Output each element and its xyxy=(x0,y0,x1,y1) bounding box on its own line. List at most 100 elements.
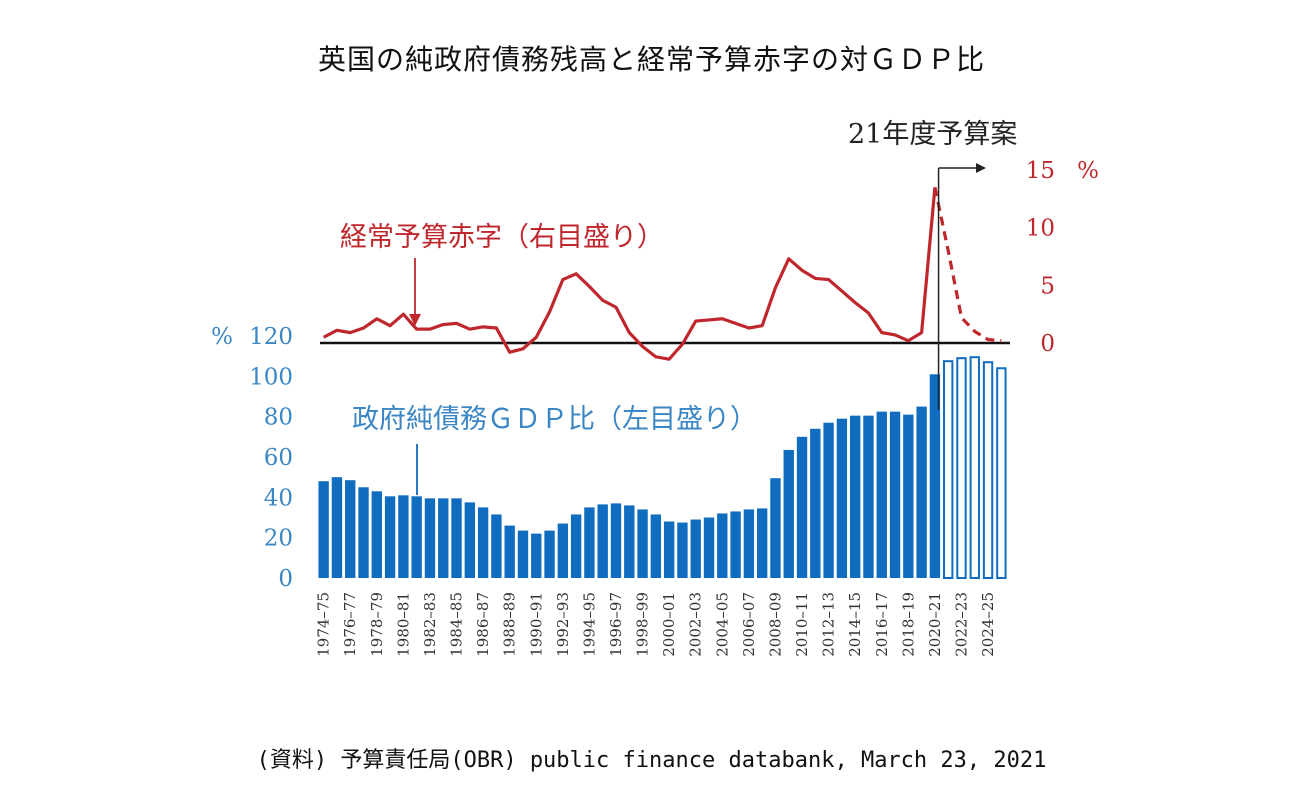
debt-bar-forecast xyxy=(996,367,1007,579)
debt-bar xyxy=(491,514,502,578)
debt-bar xyxy=(504,525,515,578)
debt-bar xyxy=(398,495,409,578)
debt-bars xyxy=(318,356,1007,580)
debt-bar xyxy=(584,507,595,578)
category-tick-label: 1974–75 xyxy=(315,592,333,657)
category-tick-label: 2012–13 xyxy=(820,592,838,657)
debt-bar xyxy=(650,514,662,578)
debt-bar xyxy=(903,414,914,578)
debt-bar xyxy=(836,418,848,578)
debt-bar xyxy=(756,508,768,578)
right-tick-label: 0 xyxy=(1040,331,1055,357)
debt-series-label: 政府純債務ＧＤＰ比（左目盛り） xyxy=(352,404,757,435)
debt-bar xyxy=(663,521,675,578)
category-tick-label: 1986–87 xyxy=(474,592,492,657)
debt-bar xyxy=(331,477,343,578)
left-axis-unit: % xyxy=(211,324,233,350)
category-tick-label: 2006–07 xyxy=(740,592,758,657)
debt-bar xyxy=(597,504,608,578)
annotations: 経常予算赤字（右目盛り） 政府純債務ＧＤＰ比（左目盛り） 21年度予算案 xyxy=(340,119,1017,495)
debt-bar xyxy=(823,422,834,578)
left-tick-label: 120 xyxy=(249,324,293,350)
debt-bar xyxy=(743,509,755,578)
debt-bar xyxy=(610,503,622,578)
debt-bar xyxy=(889,411,901,578)
debt-bar-forecast xyxy=(969,356,980,579)
debt-bar xyxy=(717,513,728,578)
debt-bar xyxy=(424,498,436,578)
category-tick-label: 2024–25 xyxy=(979,592,997,657)
right-tick-label: 5 xyxy=(1040,273,1055,299)
debt-bar xyxy=(677,522,688,578)
category-tick-label: 2002–03 xyxy=(687,592,705,657)
category-tick-label: 2008–09 xyxy=(766,592,784,657)
debt-bar-forecast xyxy=(982,361,994,580)
category-tick-label: 1984–85 xyxy=(448,592,466,657)
debt-bar xyxy=(783,449,794,578)
debt-bar xyxy=(570,514,582,578)
debt-bar xyxy=(358,487,369,578)
category-tick-label: 1998–99 xyxy=(634,592,652,657)
category-tick-label: 2018–19 xyxy=(899,592,917,657)
category-tick-label: 2014–15 xyxy=(846,592,864,657)
debt-bar xyxy=(411,496,422,578)
debt-bar xyxy=(371,491,382,578)
deficit-series-label: 経常予算赤字（右目盛り） xyxy=(340,222,664,253)
right-tick-label: 15 xyxy=(1026,158,1055,184)
chart-source: (資料) 予算責任局(OBR) public finance databank,… xyxy=(256,748,1047,773)
left-tick-label: 0 xyxy=(278,566,293,592)
debt-bar xyxy=(876,411,887,578)
debt-bar xyxy=(345,480,356,578)
debt-bar xyxy=(438,498,449,578)
category-tick-label: 2020–21 xyxy=(926,592,944,657)
debt-bar xyxy=(464,502,475,578)
deficit-line-forecast xyxy=(933,186,1002,343)
debt-bar xyxy=(384,496,396,578)
forecast-arrow-head xyxy=(976,163,986,173)
debt-bar xyxy=(863,415,874,578)
category-tick-label: 2016–17 xyxy=(873,592,891,657)
left-tick-label: 80 xyxy=(264,405,293,431)
forecast-label: 21年度予算案 xyxy=(848,119,1017,150)
debt-bar xyxy=(770,478,781,578)
debt-bar xyxy=(690,519,701,578)
debt-bar xyxy=(850,415,861,578)
left-tick-label: 60 xyxy=(264,445,293,471)
debt-bar xyxy=(810,428,821,578)
debt-bar xyxy=(929,374,941,578)
debt-bar xyxy=(318,481,329,578)
category-tick-label: 2004–05 xyxy=(713,592,731,657)
debt-bar xyxy=(637,509,648,578)
debt-bar-forecast xyxy=(943,360,954,580)
debt-bar xyxy=(517,530,529,578)
left-axis-ticks: 0 20 40 60 80 100 120% xyxy=(211,324,293,592)
debt-bar xyxy=(624,505,635,578)
category-tick-label: 1978–79 xyxy=(368,592,386,657)
debt-bar xyxy=(544,530,555,578)
right-tick-label: 10 xyxy=(1026,216,1055,242)
debt-bar xyxy=(703,517,715,578)
category-tick-label: 1988–89 xyxy=(501,592,519,657)
debt-bar xyxy=(477,507,489,578)
debt-bar xyxy=(451,498,462,578)
category-tick-label: 1992–93 xyxy=(554,592,572,657)
debt-bar xyxy=(796,436,808,578)
debt-bar-forecast xyxy=(956,357,967,579)
category-labels: 1974–75 1976–77 1978–79 1980–81 1982–83 1984–… xyxy=(315,592,997,657)
category-tick-label: 2010–11 xyxy=(793,592,811,657)
debt-bar xyxy=(730,511,741,578)
category-tick-label: 1976–77 xyxy=(341,592,359,657)
chart-title: 英国の純政府債務残高と経常予算赤字の対ＧＤＰ比 xyxy=(317,43,985,76)
category-tick-label: 2022–23 xyxy=(952,592,970,657)
right-axis-unit: % xyxy=(1077,158,1099,184)
right-axis-ticks: 0 5 10 15% xyxy=(1026,158,1099,357)
category-tick-label: 2000–01 xyxy=(660,592,678,657)
category-tick-label: 1994–95 xyxy=(580,592,598,657)
category-tick-label: 1982–83 xyxy=(421,592,439,657)
debt-bar xyxy=(916,406,927,578)
category-tick-label: 1996–97 xyxy=(607,592,625,657)
left-tick-label: 100 xyxy=(249,364,293,390)
debt-bar xyxy=(557,523,569,578)
debt-bar xyxy=(531,533,542,578)
